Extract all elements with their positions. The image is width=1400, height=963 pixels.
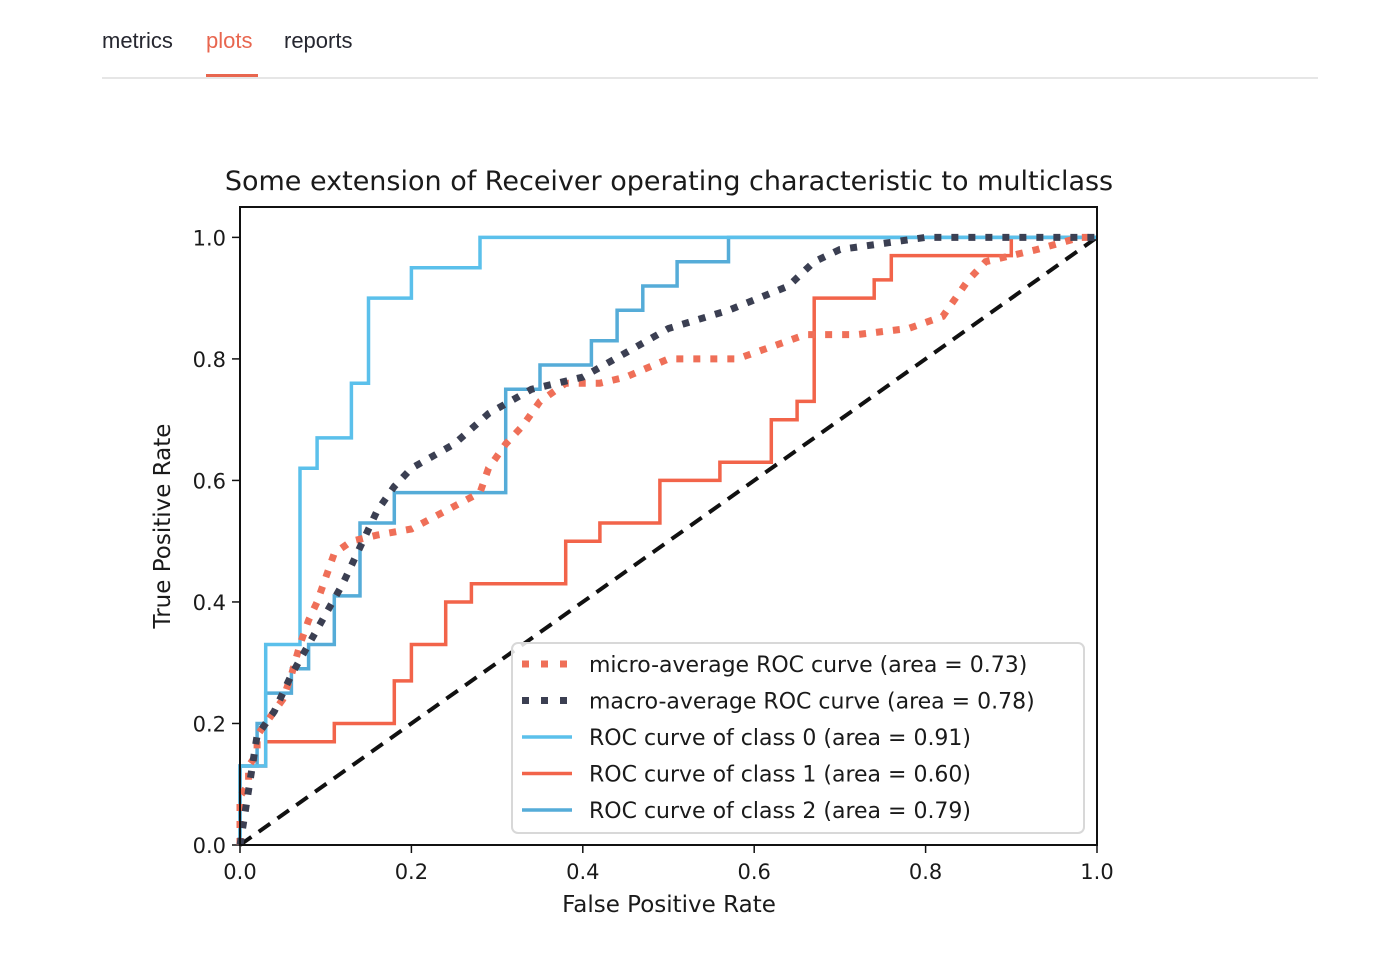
y-tick-label: 0.0 <box>193 834 226 858</box>
macro-average-series <box>236 233 1097 846</box>
chance-line <box>238 235 1099 847</box>
y-tick-label: 1.0 <box>193 226 226 250</box>
legend-box <box>511 642 1085 834</box>
class-1-series <box>238 235 1097 845</box>
chart-title: Some extension of Receiver operating cha… <box>225 166 1113 197</box>
legend-label: ROC curve of class 1 (area = 0.60) <box>589 763 971 788</box>
y-tick-label: 0.4 <box>193 591 226 615</box>
x-tick-label: 0.0 <box>223 860 256 884</box>
tab-metrics[interactable]: metrics <box>102 28 173 53</box>
y-tick-label: 0.6 <box>193 469 226 493</box>
x-axis-label: False Positive Rate <box>562 892 776 918</box>
legend-label: ROC curve of class 0 (area = 0.91) <box>589 726 971 751</box>
x-tick-label: 0.4 <box>566 860 599 884</box>
legend-label: macro-average ROC curve (area = 0.78) <box>589 690 1035 715</box>
y-axis-label: True Positive Rate <box>150 424 176 630</box>
legend-label: micro-average ROC curve (area = 0.73) <box>589 653 1027 678</box>
tab-bar: metrics plots reports <box>102 0 1318 79</box>
legend-label: ROC curve of class 2 (area = 0.79) <box>589 799 971 824</box>
tab-plots[interactable]: plots <box>206 28 253 53</box>
x-tick-label: 0.8 <box>909 860 942 884</box>
tab-reports[interactable]: reports <box>284 28 353 53</box>
y-tick-label: 0.8 <box>193 348 226 372</box>
active-tab-indicator <box>206 74 258 77</box>
x-tick-label: 0.6 <box>737 860 770 884</box>
x-tick-label: 0.2 <box>395 860 428 884</box>
x-tick-label: 1.0 <box>1080 860 1113 884</box>
legend: micro-average ROC curve (area = 0.73) mac… <box>511 642 1085 834</box>
y-tick-label: 0.2 <box>193 712 226 736</box>
plot-frame <box>239 206 1098 846</box>
micro-average-series <box>236 233 1097 845</box>
class-0-series <box>238 235 1097 845</box>
